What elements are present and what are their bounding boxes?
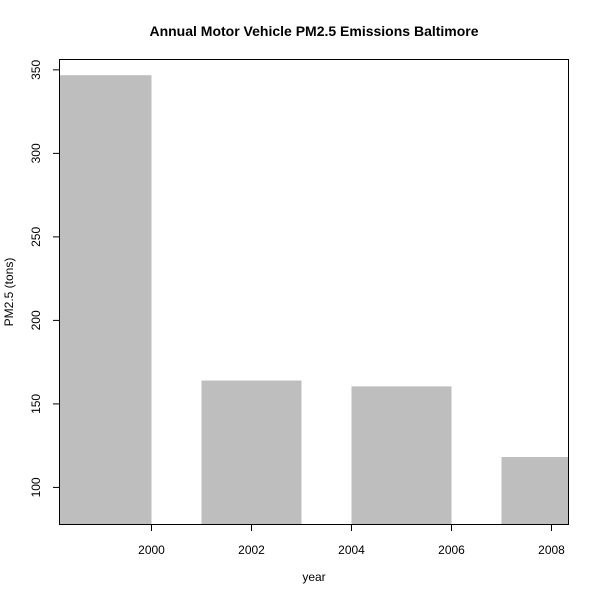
x-tick-label-2008: 2008 xyxy=(538,543,565,557)
bar-1999 xyxy=(59,75,152,525)
y-tick-label-200: 200 xyxy=(29,310,43,330)
y-axis: 100 150 200 250 300 350 xyxy=(29,60,59,497)
x-tick-label-2006: 2006 xyxy=(438,543,465,557)
y-tick-label-100: 100 xyxy=(29,477,43,497)
y-tick-label-250: 250 xyxy=(29,227,43,247)
plot-frame xyxy=(59,59,569,525)
x-tick-label-2000: 2000 xyxy=(138,543,165,557)
bar-2005 xyxy=(351,386,452,525)
x-tick-label-2002: 2002 xyxy=(238,543,265,557)
bars-group xyxy=(59,75,569,525)
y-tick-label-300: 300 xyxy=(29,143,43,163)
chart-title: Annual Motor Vehicle PM2.5 Emissions Bal… xyxy=(149,23,478,39)
y-tick-label-150: 150 xyxy=(29,394,43,414)
x-axis-label: year xyxy=(302,570,325,584)
x-axis: 2000 2002 2004 2006 2008 xyxy=(138,525,565,557)
y-tick-label-350: 350 xyxy=(29,60,43,80)
bar-2008 xyxy=(501,457,569,525)
x-tick-label-2004: 2004 xyxy=(338,543,365,557)
y-axis-label: PM2.5 (tons) xyxy=(2,258,16,327)
bar-2002 xyxy=(201,380,302,525)
